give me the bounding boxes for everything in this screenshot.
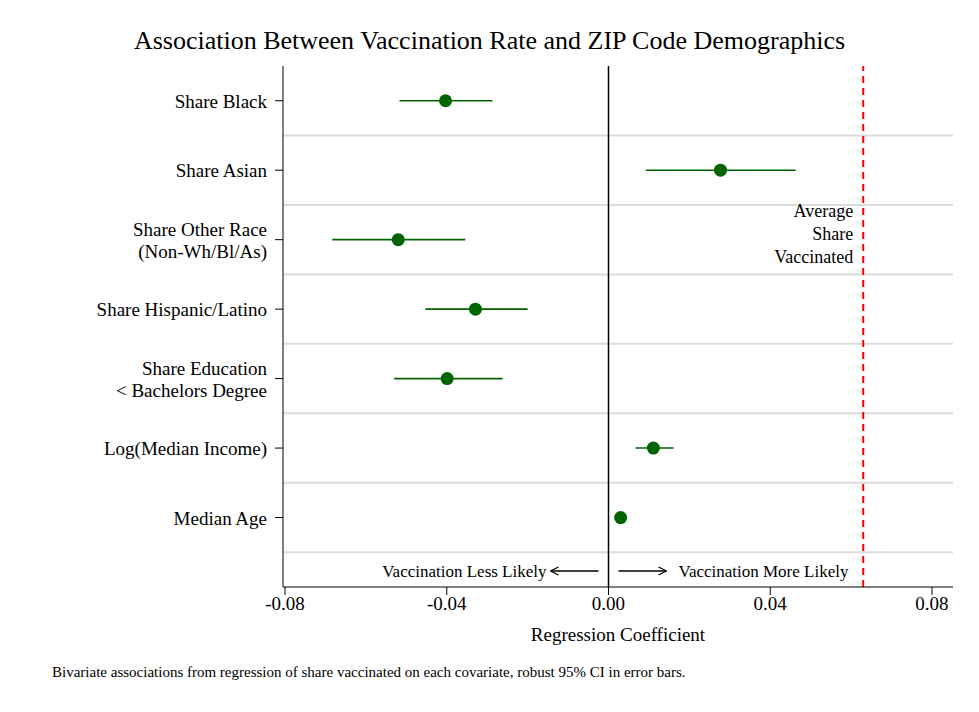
- svg-text:Median Age: Median Age: [174, 507, 267, 528]
- svg-text:Share Other Race(Non-Wh/Bl/As): Share Other Race(Non-Wh/Bl/As): [133, 218, 267, 262]
- svg-text:Log(Median Income): Log(Median Income): [104, 438, 267, 460]
- html-text:Association Between Vaccinatio: Association Between Vaccination Rate and…: [133, 26, 846, 55]
- svg-text:Regression Coefficient: Regression Coefficient: [531, 624, 706, 645]
- svg-text:Share Asian: Share Asian: [176, 160, 268, 181]
- svg-text:-0.08: -0.08: [265, 593, 305, 614]
- svg-text:-0.04: -0.04: [427, 593, 467, 614]
- svg-text:Share Hispanic/Latino: Share Hispanic/Latino: [97, 299, 267, 320]
- svg-text:0.00: 0.00: [592, 593, 625, 614]
- svg-text:Vaccination Less Likely: Vaccination Less Likely: [382, 562, 547, 581]
- svg-text:0.08: 0.08: [915, 593, 948, 614]
- svg-text:Share Black: Share Black: [175, 90, 268, 111]
- svg-text:AverageShareVaccinated: AverageShareVaccinated: [774, 201, 853, 267]
- html-text:Bivariate associations from re: Bivariate associations from regression o…: [52, 664, 686, 680]
- svg-text:Share Education< Bachelors Deg: Share Education< Bachelors Degree: [116, 357, 268, 400]
- svg-text:0.04: 0.04: [754, 593, 788, 614]
- svg-text:Vaccination More Likely: Vaccination More Likely: [678, 562, 848, 581]
